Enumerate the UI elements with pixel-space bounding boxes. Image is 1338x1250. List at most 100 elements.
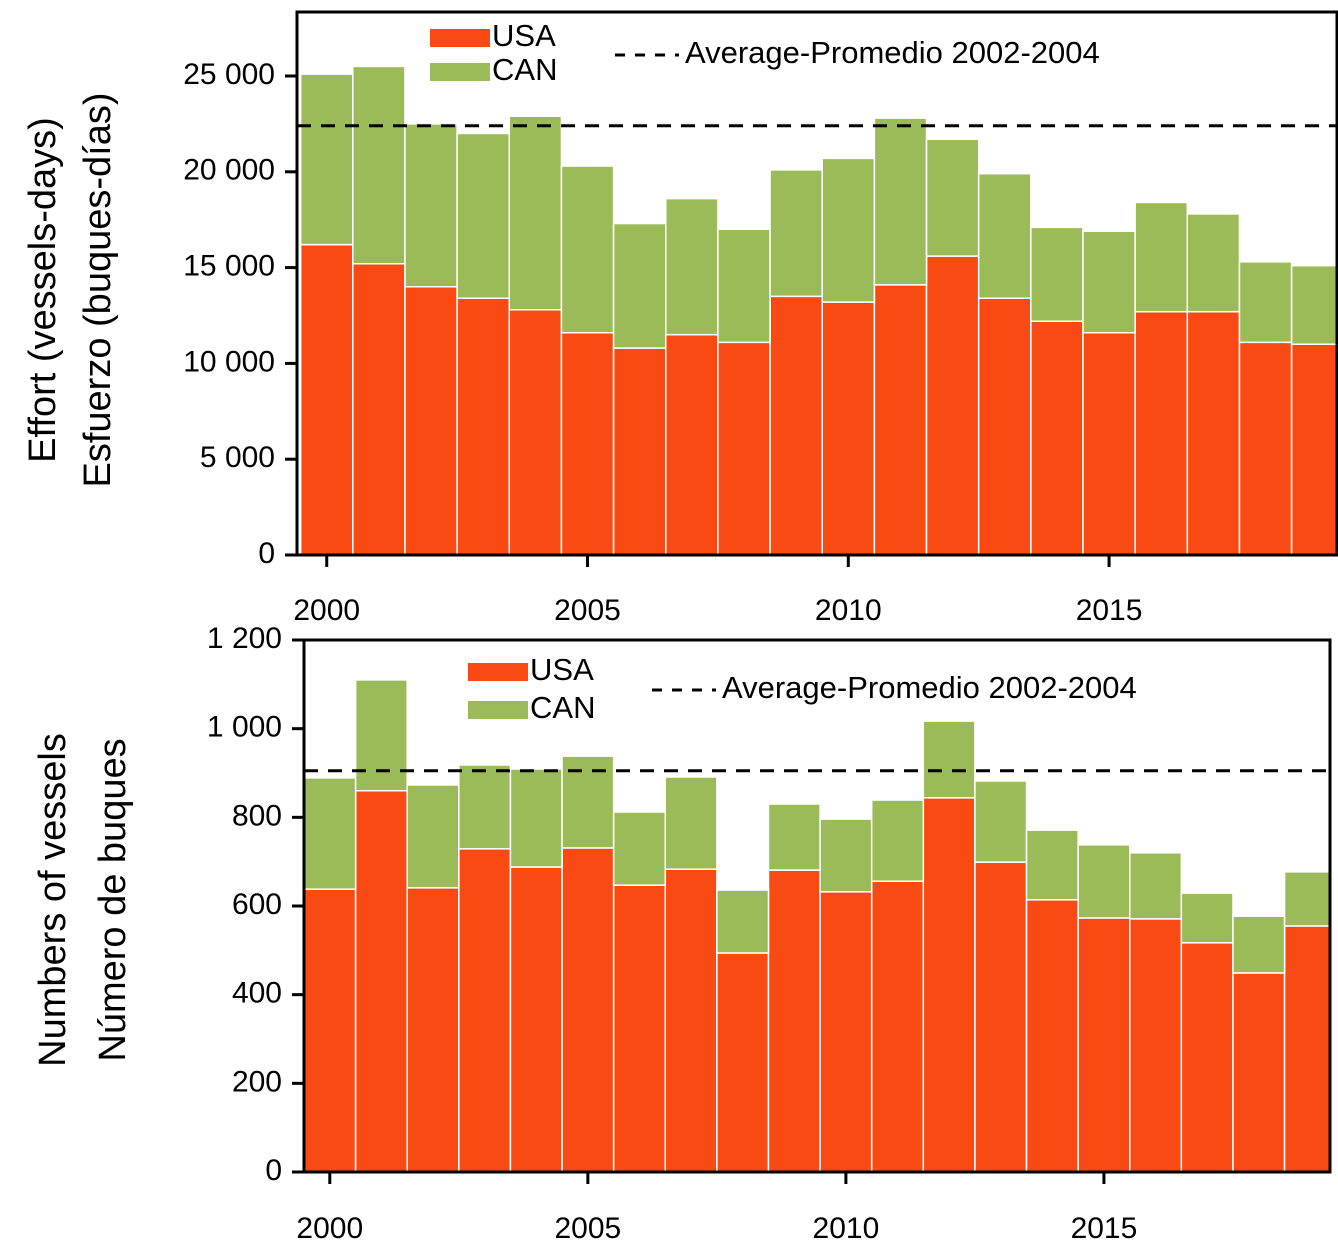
y-tick-label: 600 — [232, 888, 282, 921]
bar-segment — [1077, 844, 1131, 919]
legend-swatch — [468, 701, 528, 719]
bar-segment — [509, 768, 563, 868]
y-tick-label: 5 000 — [200, 441, 275, 474]
y-tick-label: 20 000 — [183, 154, 275, 187]
bar-segment — [767, 869, 821, 1172]
bar-segment — [458, 848, 512, 1172]
x-tick-label: 2015 — [1071, 1212, 1138, 1245]
legend-swatch — [430, 29, 490, 47]
bar-segment — [1129, 852, 1183, 920]
legend-label: CAN — [530, 690, 595, 725]
y-axis-label: Numbers of vessels — [32, 733, 74, 1067]
bar-segment — [870, 799, 925, 882]
bar-segment — [1290, 264, 1337, 345]
bar-segment — [508, 115, 563, 311]
y-tick-label: 1 000 — [207, 711, 282, 744]
bar-segment — [716, 952, 770, 1172]
y-tick-label: 15 000 — [183, 250, 275, 283]
bar-segment — [354, 789, 408, 1172]
bar-segment — [458, 764, 512, 850]
bar-segment — [1186, 213, 1241, 313]
bar-segment — [612, 347, 667, 555]
y-tick-label: 400 — [232, 977, 282, 1010]
bar-segment — [509, 866, 563, 1172]
bar-segment — [299, 73, 354, 246]
bar-segment — [456, 132, 511, 300]
bar-segment — [664, 333, 719, 555]
bar-segment — [821, 301, 876, 555]
bar-segment — [1082, 331, 1136, 555]
bar-segment — [716, 889, 770, 954]
bar-segment — [1134, 201, 1189, 313]
bar-segment — [1129, 918, 1183, 1172]
plot-area — [299, 65, 1337, 555]
bar-segment — [354, 679, 408, 792]
bar-segment — [304, 888, 357, 1172]
bar-segment — [664, 197, 719, 336]
x-tick-label: 2010 — [813, 1212, 880, 1245]
bar-segment — [1232, 972, 1286, 1172]
bar-segment — [1180, 942, 1234, 1172]
bar-segment — [404, 286, 458, 555]
bar-segment — [1082, 230, 1136, 334]
bar-segment — [304, 777, 357, 890]
bar-segment — [508, 308, 563, 555]
y-axis-label: Esfuerzo (buques-días) — [77, 93, 119, 488]
bar-segment — [717, 228, 771, 344]
bar-segment — [1283, 925, 1330, 1172]
bar-segment — [612, 811, 667, 886]
x-tick-label: 2010 — [815, 594, 882, 627]
bar-segment — [612, 222, 667, 349]
bar-segment — [873, 284, 928, 555]
legend-swatch — [468, 663, 528, 681]
y-tick-label: 800 — [232, 799, 282, 832]
bar-segment — [922, 720, 976, 799]
bar-segment — [299, 243, 354, 555]
legend-swatch — [430, 63, 490, 81]
bar-segment — [977, 172, 1032, 300]
bar-segment — [1238, 341, 1293, 555]
bar-segment — [974, 780, 1028, 863]
legend-label: Average-Promedio 2002-2004 — [722, 670, 1137, 705]
bar-segment — [560, 165, 615, 334]
bar-segment — [819, 891, 873, 1172]
bar-segment — [612, 884, 667, 1172]
bar-segment — [873, 117, 928, 286]
y-tick-label: 25 000 — [183, 58, 275, 91]
y-tick-label: 200 — [232, 1065, 282, 1098]
bar-segment — [977, 297, 1032, 555]
y-tick-label: 10 000 — [183, 345, 275, 378]
legend-label: CAN — [492, 52, 557, 87]
bar-segment — [1186, 310, 1241, 555]
y-axis-label: Número de buques — [92, 738, 134, 1061]
bar-segment — [1283, 871, 1330, 927]
bar-segment — [352, 65, 406, 265]
bar-segment — [664, 776, 718, 870]
axes-frame — [295, 10, 1338, 557]
legend-label: USA — [530, 652, 594, 687]
bar-segment — [974, 861, 1028, 1172]
x-tick-label: 2000 — [293, 594, 360, 627]
bar-segment — [1232, 915, 1286, 974]
bar-segment — [1025, 829, 1079, 901]
bar-segment — [352, 263, 406, 555]
bar-segment — [769, 295, 823, 555]
bar-segment — [717, 341, 771, 555]
bar-segment — [1134, 310, 1189, 555]
x-tick-label: 2015 — [1076, 594, 1143, 627]
x-tick-label: 2005 — [554, 1212, 621, 1245]
bar-segment — [767, 803, 821, 871]
bar-segment — [456, 297, 511, 555]
bar-segment — [922, 797, 976, 1172]
bar-segment — [925, 138, 980, 257]
legend-label: Average-Promedio 2002-2004 — [685, 35, 1100, 70]
bar-segment — [1180, 892, 1234, 944]
bar-segment — [406, 887, 460, 1172]
bar-segment — [1238, 261, 1293, 344]
bar-segment — [925, 255, 980, 555]
x-tick-label: 2000 — [296, 1212, 363, 1245]
bar-segment — [664, 868, 718, 1172]
bar-segment — [819, 818, 873, 893]
bar-segment — [560, 331, 615, 555]
